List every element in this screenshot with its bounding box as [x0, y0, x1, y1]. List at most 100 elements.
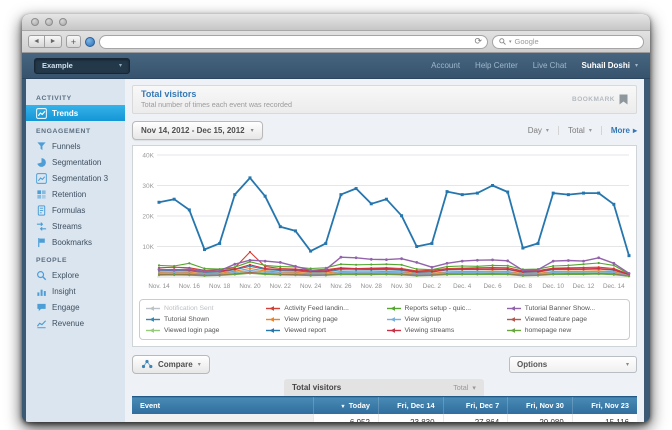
user-name: Suhail Doshi	[581, 61, 630, 70]
compare-scatter-icon	[141, 359, 153, 369]
funnel-icon	[36, 141, 47, 152]
account-link[interactable]: Account	[431, 61, 461, 70]
sidebar-item-formulas[interactable]: Formulas	[26, 202, 125, 218]
table-row[interactable]: Viewed report 6,952 -53.6% 23,830 -13.9%…	[132, 413, 637, 422]
chevron-down-icon: ▾	[634, 63, 638, 69]
line-chart[interactable]: 10K 20K 30K 40K Nov. 14 Nov. 16 Nov. 18 Nov. 20…	[133, 146, 637, 294]
legend-item[interactable]: View pricing page	[266, 314, 382, 325]
cell-value: 6,952	[322, 418, 370, 422]
table-tab-total-visitors[interactable]: Total visitors Total ▾	[284, 379, 484, 396]
browser-window: ◄ ► + ⟳ ▾ Google Example ▾	[22, 14, 650, 422]
minimize-window-button[interactable]	[45, 18, 53, 26]
metric-label: Total	[567, 125, 585, 135]
search-engine-caret-icon[interactable]: ▾	[509, 38, 512, 45]
legend-marker-icon	[146, 328, 160, 333]
column-header-nov30[interactable]: Fri, Nov 30	[507, 396, 573, 414]
new-tab-button[interactable]: +	[66, 35, 81, 48]
forward-button[interactable]: ►	[45, 35, 62, 48]
report-title[interactable]: Total visitors	[141, 89, 197, 99]
legend-label: Viewed login page	[164, 327, 220, 334]
options-label: Options	[517, 359, 548, 369]
legend-marker-icon	[146, 306, 160, 311]
chevron-right-icon: ▸	[632, 125, 637, 135]
main-content: Total visitors Total number of times eac…	[125, 79, 644, 422]
chevron-down-icon: ▾	[472, 383, 476, 392]
legend-marker-icon	[386, 317, 401, 322]
legend-item[interactable]: Reports setup - quic...	[386, 303, 503, 314]
compare-label: Compare	[158, 359, 193, 369]
value-cell: 20,089 +32.9%	[507, 413, 573, 422]
column-header-event[interactable]: Event	[132, 396, 314, 414]
chevron-down-icon: ▾	[197, 361, 201, 368]
project-selector[interactable]: Example ▾	[34, 57, 130, 74]
legend-item[interactable]: Viewed feature page	[506, 314, 623, 325]
legend-item[interactable]: Viewing streams	[386, 325, 503, 336]
cell-value: 27,864	[452, 418, 499, 422]
legend-item[interactable]: homepage new	[506, 325, 623, 336]
sidebar-item-label: Insight	[52, 286, 76, 296]
sidebar-item-segmentation[interactable]: Segmentation	[26, 154, 125, 170]
svg-text:40K: 40K	[142, 152, 154, 159]
table-tab-row: Total visitors Total ▾	[132, 379, 637, 396]
line-chart-icon	[36, 172, 47, 184]
chevron-down-icon: ▾	[118, 63, 122, 69]
search-input[interactable]: ▾ Google	[492, 34, 644, 49]
sidebar-item-insight[interactable]: Insight	[26, 283, 125, 299]
column-header-dec14[interactable]: Fri, Dec 14	[377, 396, 444, 414]
sidebar-item-streams[interactable]: Streams	[26, 218, 125, 234]
svg-text:Nov. 20: Nov. 20	[239, 283, 261, 290]
legend-item[interactable]: View signup	[386, 314, 503, 325]
compare-button[interactable]: Compare ▾	[132, 354, 210, 374]
revenue-chart-icon	[36, 318, 47, 329]
more-label: More	[610, 125, 630, 135]
reload-icon[interactable]: ⟳	[474, 36, 482, 46]
granularity-label: Day	[527, 125, 542, 135]
search-icon	[499, 38, 506, 45]
bookmark-flag-icon	[36, 237, 47, 248]
legend-item[interactable]: Viewed login page	[146, 325, 262, 336]
legend-item[interactable]: Activity Feed landin...	[266, 303, 382, 314]
report-subtitle: Total number of times each event was rec…	[141, 100, 293, 109]
svg-text:Nov. 26: Nov. 26	[330, 283, 352, 290]
date-range-picker[interactable]: Nov 14, 2012 - Dec 15, 2012 ▾	[132, 120, 263, 140]
metric-total-dropdown[interactable]: Total ▾	[557, 125, 601, 135]
column-header-nov23[interactable]: Fri, Nov 23	[571, 396, 637, 414]
sidebar-item-revenue[interactable]: Revenue	[26, 315, 125, 331]
granularity-day-dropdown[interactable]: Day ▾	[519, 126, 558, 135]
user-menu[interactable]: Suhail Doshi ▾	[582, 61, 638, 70]
legend-marker-icon	[506, 317, 521, 322]
live-chat-link[interactable]: Live Chat	[532, 61, 567, 70]
legend-item[interactable]: Notification Sent	[146, 303, 262, 314]
sidebar-item-label: Streams	[52, 221, 82, 231]
sidebar-item-segmentation-3[interactable]: Segmentation 3	[26, 170, 125, 186]
sidebar-item-label: Segmentation	[52, 157, 102, 167]
legend-item[interactable]: Viewed report	[266, 325, 382, 336]
column-header-dec7[interactable]: Fri, Dec 7	[442, 396, 508, 414]
sidebar-item-bookmarks[interactable]: Bookmarks	[26, 234, 125, 250]
sidebar-item-label: Bookmarks	[52, 237, 93, 247]
sidebar-item-label: Trends	[52, 108, 79, 118]
sidebar-item-retention[interactable]: Retention	[26, 186, 125, 202]
options-dropdown[interactable]: Options ▾	[509, 355, 637, 373]
back-button[interactable]: ◄	[28, 35, 45, 48]
address-bar[interactable]: ⟳	[99, 34, 488, 49]
legend-label: Viewed feature page	[524, 316, 587, 323]
bookmark-control[interactable]: BOOKMARK	[572, 94, 628, 105]
column-header-today[interactable]: ▼ Today	[313, 396, 379, 414]
sidebar-item-label: Formulas	[52, 205, 86, 215]
app-body: ACTIVITY Trends ENGAGEMENT Funnels	[22, 79, 650, 422]
chart-panel: 10K 20K 30K 40K Nov. 14 Nov. 16 Nov. 18 Nov. 20…	[132, 145, 637, 347]
more-options-link[interactable]: More ▸	[600, 125, 637, 135]
sidebar-item-trends[interactable]: Trends	[26, 105, 125, 121]
table-metric-dropdown[interactable]: Total ▾	[453, 383, 476, 392]
value-cell: 15,116 +100%	[571, 413, 637, 422]
sidebar-item-engage[interactable]: Engage	[26, 299, 125, 315]
zoom-window-button[interactable]	[59, 18, 67, 26]
sidebar-item-funnels[interactable]: Funnels	[26, 138, 125, 154]
close-window-button[interactable]	[31, 18, 39, 26]
legend-item[interactable]: Tutorial Shown	[146, 314, 262, 325]
help-center-link[interactable]: Help Center	[475, 61, 518, 70]
sidebar-item-explore[interactable]: Explore	[26, 267, 125, 283]
legend-item[interactable]: Tutorial Banner Show...	[506, 303, 623, 314]
